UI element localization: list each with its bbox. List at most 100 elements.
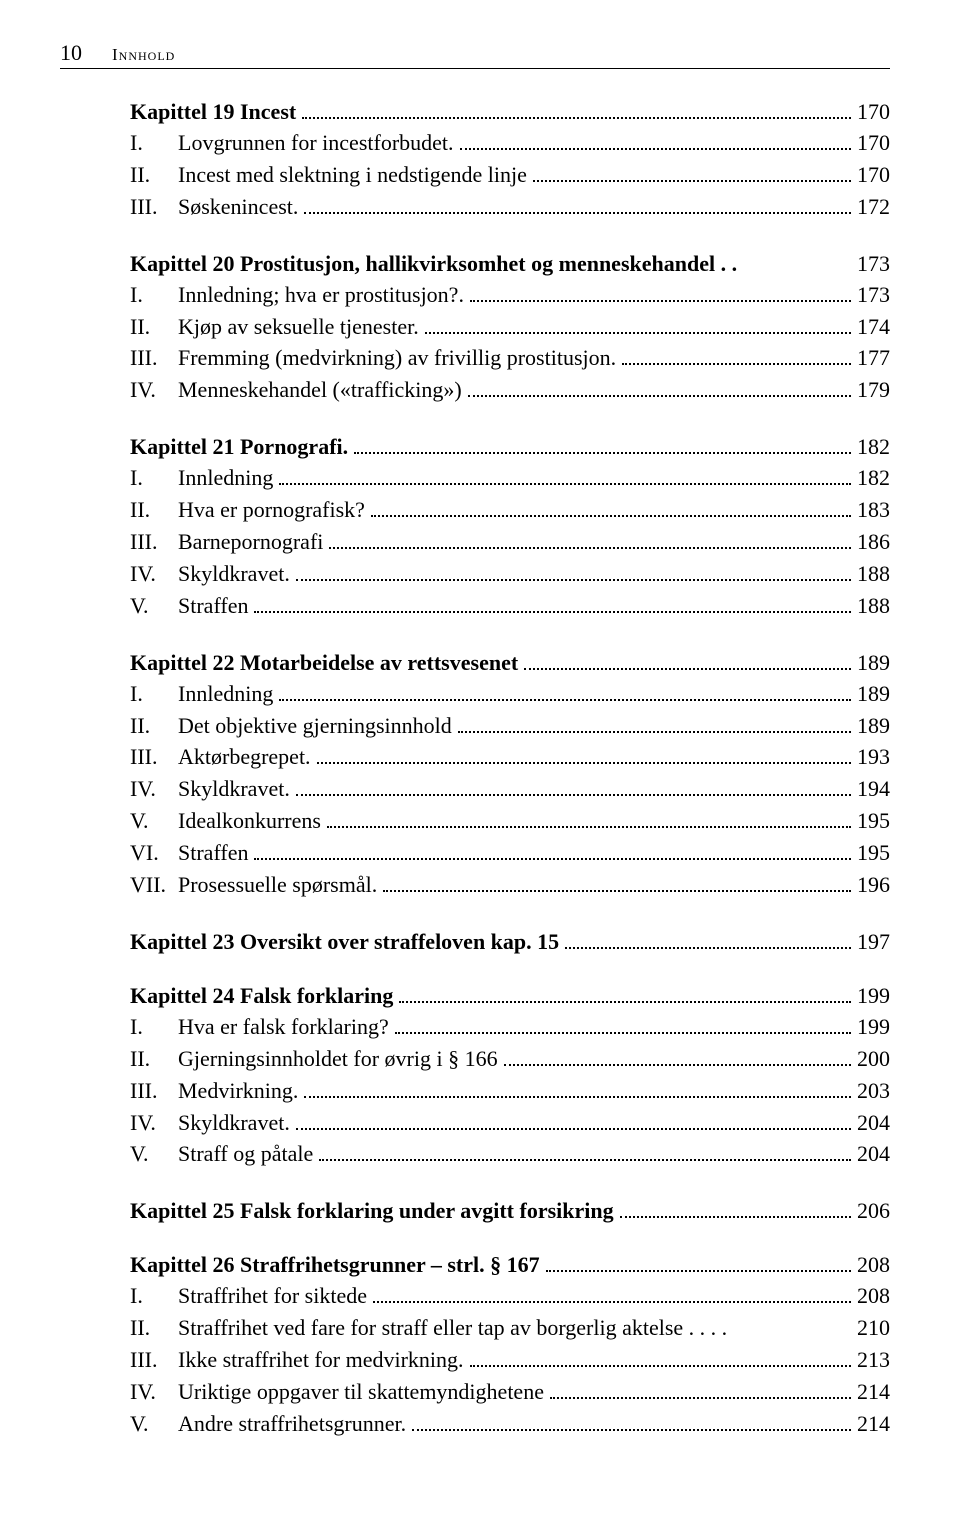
toc-entry: III.Aktørbegrepet.193 xyxy=(130,741,890,773)
entry-roman: IV. xyxy=(130,1107,178,1139)
entry-label: Lovgrunnen for incestforbudet. xyxy=(178,127,454,159)
entry-label: Innledning xyxy=(178,678,273,710)
chapter-page: 199 xyxy=(857,983,890,1009)
entry-roman: I. xyxy=(130,462,178,494)
entry-label: Medvirkning. xyxy=(178,1075,298,1107)
entry-page: 188 xyxy=(857,558,890,590)
entry-page: 213 xyxy=(857,1344,890,1376)
entry-page: 208 xyxy=(857,1280,890,1312)
leader-dots xyxy=(254,858,851,860)
entry-label: Straffrihet ved fare for straff eller ta… xyxy=(178,1312,727,1344)
leader-dots xyxy=(317,762,851,764)
leader-dots xyxy=(524,668,851,670)
leader-dots xyxy=(319,1159,851,1161)
entry-page: 174 xyxy=(857,311,890,343)
entry-roman: I. xyxy=(130,279,178,311)
toc-entry: III.Ikke straffrihet for medvirkning. 213 xyxy=(130,1344,890,1376)
entry-roman: IV. xyxy=(130,1376,178,1408)
entry-roman: VII. xyxy=(130,869,178,901)
toc-entry: I.Hva er falsk forklaring?199 xyxy=(130,1011,890,1043)
toc-entry: V.Straff og påtale204 xyxy=(130,1138,890,1170)
toc-entry: IV.Skyldkravet.204 xyxy=(130,1107,890,1139)
entry-page: 214 xyxy=(857,1408,890,1440)
leader-dots xyxy=(254,611,851,613)
toc-entry: V.Andre straffrihetsgrunner. 214 xyxy=(130,1408,890,1440)
chapter-label: Kapittel 20 Prostitusjon, hallikvirksomh… xyxy=(130,251,737,277)
entry-page: 210 xyxy=(857,1312,890,1344)
chapter-page: 189 xyxy=(857,650,890,676)
page-number-top: 10 xyxy=(60,40,82,66)
toc-entry: III.Fremming (medvirkning) av frivillig … xyxy=(130,342,890,374)
entry-label: Innledning; hva er prostitusjon?. xyxy=(178,279,464,311)
entry-label: Andre straffrihetsgrunner. xyxy=(178,1408,406,1440)
leader-dots xyxy=(279,699,851,701)
entry-roman: IV. xyxy=(130,558,178,590)
entry-label: Straff og påtale xyxy=(178,1138,313,1170)
entry-page: 200 xyxy=(857,1043,890,1075)
entry-label: Hva er falsk forklaring? xyxy=(178,1011,389,1043)
entry-label: Straffen xyxy=(178,590,248,622)
entry-label: Fremming (medvirkning) av frivillig pros… xyxy=(178,342,616,374)
entry-page: 188 xyxy=(857,590,890,622)
entry-label: Barnepornografi xyxy=(178,526,323,558)
toc-entry: III.Medvirkning.203 xyxy=(130,1075,890,1107)
entry-page: 196 xyxy=(857,869,890,901)
chapter-label: Kapittel 24 Falsk forklaring xyxy=(130,983,393,1009)
leader-dots xyxy=(395,1032,851,1034)
entry-roman: V. xyxy=(130,1408,178,1440)
entry-page: 199 xyxy=(857,1011,890,1043)
leader-dots xyxy=(296,794,851,796)
entry-page: 182 xyxy=(857,462,890,494)
toc-entry: V.Idealkonkurrens195 xyxy=(130,805,890,837)
leader-dots xyxy=(470,300,851,302)
leader-dots xyxy=(458,731,851,733)
toc-entry: II.Kjøp av seksuelle tjenester.174 xyxy=(130,311,890,343)
leader-dots xyxy=(412,1429,851,1431)
toc-entry: I.Innledning189 xyxy=(130,678,890,710)
entry-label: Prosessuelle spørsmål. xyxy=(178,869,377,901)
entry-page: 177 xyxy=(857,342,890,374)
leader-dots xyxy=(460,148,851,150)
toc-entry: VI.Straffen195 xyxy=(130,837,890,869)
entry-label: Det objektive gjerningsinnhold xyxy=(178,710,452,742)
leader-dots xyxy=(371,515,851,517)
leader-dots xyxy=(504,1064,851,1066)
entry-roman: V. xyxy=(130,805,178,837)
entry-label: Ikke straffrihet for medvirkning. xyxy=(178,1344,464,1376)
entry-roman: III. xyxy=(130,342,178,374)
entry-page: 204 xyxy=(857,1107,890,1139)
toc-entry: IV.Uriktige oppgaver til skattemyndighet… xyxy=(130,1376,890,1408)
chapter-page: 206 xyxy=(857,1198,890,1224)
entry-page: 186 xyxy=(857,526,890,558)
entry-roman: III. xyxy=(130,741,178,773)
toc-entry: I.Straffrihet for siktede208 xyxy=(130,1280,890,1312)
leader-dots xyxy=(470,1365,851,1367)
entry-roman: III. xyxy=(130,1344,178,1376)
toc-entry: I.Innledning; hva er prostitusjon?.173 xyxy=(130,279,890,311)
toc-entry: II.Gjerningsinnholdet for øvrig i § 1662… xyxy=(130,1043,890,1075)
toc-entry: IV.Skyldkravet.188 xyxy=(130,558,890,590)
entry-label: Straffrihet for siktede xyxy=(178,1280,367,1312)
entry-roman: IV. xyxy=(130,374,178,406)
leader-dots xyxy=(329,547,851,549)
entry-label: Incest med slektning i nedstigende linje xyxy=(178,159,527,191)
chapter-label: Kapittel 23 Oversikt over straffeloven k… xyxy=(130,929,559,955)
entry-page: 195 xyxy=(857,805,890,837)
leader-dots xyxy=(565,947,851,949)
entry-page: 183 xyxy=(857,494,890,526)
toc-entry: V.Straffen188 xyxy=(130,590,890,622)
leader-dots xyxy=(302,117,851,119)
toc-entry: IV.Skyldkravet.194 xyxy=(130,773,890,805)
chapter-title: Kapittel 26 Straffrihetsgrunner – strl. … xyxy=(130,1252,890,1278)
toc-content: Kapittel 19 Incest170 I. Lovgrunnen for in… xyxy=(60,99,890,1440)
header-title: Innhold xyxy=(112,45,175,65)
toc-entry: II.Det objektive gjerningsinnhold189 xyxy=(130,710,890,742)
entry-page: 204 xyxy=(857,1138,890,1170)
toc-entry: VII.Prosessuelle spørsmål. 196 xyxy=(130,869,890,901)
chapter-title: Kapittel 19 Incest170 xyxy=(130,99,890,125)
toc-entry: III.Barnepornografi186 xyxy=(130,526,890,558)
chapter-label: Kapittel 21 Pornografi. xyxy=(130,434,348,460)
entry-roman: II. xyxy=(130,494,178,526)
leader-dots xyxy=(546,1270,851,1272)
leader-dots xyxy=(327,826,851,828)
